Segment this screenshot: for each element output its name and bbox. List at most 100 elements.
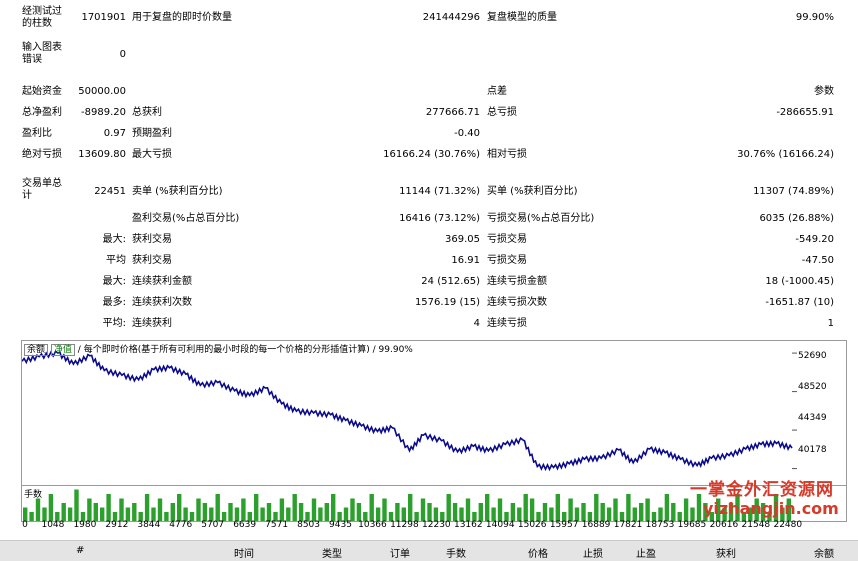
volume-bar <box>741 512 747 521</box>
volume-bar <box>55 512 60 521</box>
balance-chart: 余额 净值 / 每个即时价格(基于所有可利用的最小时段的每一个价格的分形插值计算… <box>21 340 847 486</box>
ticks-label: 用于复盘的即时价数量 <box>132 12 232 23</box>
volume-bar <box>247 512 252 521</box>
volume-bar <box>183 507 188 521</box>
x-tick: 14094 <box>485 520 515 530</box>
volume-bar <box>170 503 175 521</box>
col-type[interactable]: 类型 <box>322 549 342 560</box>
x-tick: 5707 <box>201 520 225 530</box>
volume-bar <box>420 498 426 521</box>
volume-bar <box>581 503 586 521</box>
deposit-value: 50000.00 <box>78 86 126 97</box>
volume-bar <box>80 512 86 521</box>
volume-bar <box>388 512 394 521</box>
volume-bar <box>485 494 490 521</box>
volume-bar <box>112 512 118 521</box>
volume-bar <box>594 494 599 521</box>
volume-bar <box>273 512 278 521</box>
volume-bar <box>671 503 676 521</box>
volume-bar <box>600 503 605 521</box>
max-drawdown-value: 16166.24 (30.76%) <box>383 149 480 160</box>
col-balance[interactable]: 余额 <box>814 549 834 560</box>
largest-loss-value: -549.20 <box>795 234 834 245</box>
balance-chart-svg <box>22 350 797 472</box>
x-tick: 9435 <box>329 520 352 530</box>
volume-bar <box>260 507 265 521</box>
col-profit[interactable]: 获利 <box>716 549 736 560</box>
maximal-cons-loss-label: 连续亏损次数 <box>487 297 547 308</box>
volume-bar <box>427 503 432 521</box>
volume-bar <box>221 512 227 521</box>
avg-cons-wins-label: 连续获利 <box>132 318 172 329</box>
volume-bar <box>93 503 98 521</box>
x-tick: 16889 <box>581 520 611 530</box>
volume-bar <box>440 512 445 521</box>
volume-bar <box>311 498 317 521</box>
col-order[interactable]: 订单 <box>390 549 410 560</box>
volume-bar <box>446 494 451 521</box>
col-lots[interactable]: 手数 <box>446 549 466 560</box>
largest-prefix: 最大: <box>102 234 126 245</box>
loss-trades-value: 6035 (26.88%) <box>759 213 834 224</box>
x-tick: 12230 <box>422 520 451 530</box>
y-tick: 40178 <box>798 445 827 455</box>
volume-bar <box>690 507 695 521</box>
col-number[interactable]: # <box>76 545 85 556</box>
x-tick: 19685 <box>677 520 707 530</box>
avg-prefix: 平均: <box>102 318 126 329</box>
x-tick: 1980 <box>73 520 97 530</box>
volume-bar <box>35 498 41 521</box>
volume-bar <box>510 503 516 521</box>
volume-bar <box>452 503 458 521</box>
deposit-label: 起始资金 <box>22 86 62 97</box>
volume-bar <box>536 512 541 521</box>
volume-bar <box>529 498 535 521</box>
volume-bar <box>683 498 689 521</box>
volume-bar <box>356 503 362 521</box>
volume-bar <box>562 512 567 521</box>
volume-label: 手数 <box>24 490 43 500</box>
volume-bar <box>414 512 419 521</box>
col-tp[interactable]: 止盈 <box>636 549 656 560</box>
profit-factor-label: 盈利比 <box>22 128 52 139</box>
volume-bar <box>773 494 779 521</box>
col-price[interactable]: 价格 <box>528 549 548 560</box>
volume-bar <box>754 498 759 521</box>
volume-bar <box>651 512 657 521</box>
gross-loss-label: 总亏损 <box>487 107 517 118</box>
volume-bar <box>549 507 554 521</box>
volume-bar <box>760 503 766 521</box>
legend-balance: 余额 <box>24 344 49 356</box>
max-cons-losses-value: 18 (-1000.45) <box>765 276 834 287</box>
volume-bar <box>144 494 150 521</box>
volume-bar <box>472 512 477 521</box>
expected-payoff-label: 预期盈利 <box>132 128 172 139</box>
volume-bar <box>202 503 208 521</box>
x-tick: 18753 <box>645 520 675 530</box>
volume-bar <box>677 512 682 521</box>
volume-bar <box>369 494 374 521</box>
largest-loss-label: 亏损交易 <box>487 234 527 245</box>
watermark-url: yizhangjin.com <box>703 499 839 518</box>
volume-bar <box>606 507 612 521</box>
col-time[interactable]: 时间 <box>234 549 254 560</box>
volume-bar <box>703 503 708 521</box>
average-profit-value: 16.91 <box>451 255 480 266</box>
volume-bar <box>106 494 111 521</box>
x-tick: 7571 <box>265 520 289 530</box>
volume-bar <box>74 489 79 521</box>
x-tick: 8503 <box>297 520 320 530</box>
quality-value: 99.90% <box>795 12 834 23</box>
y-tick: 48520 <box>798 382 827 392</box>
volume-bar <box>132 503 137 521</box>
balance-line <box>22 350 793 472</box>
legend-quality: 99.90% <box>378 345 413 355</box>
volume-bar <box>465 498 471 521</box>
volume-bar <box>574 507 580 521</box>
col-sl[interactable]: 止损 <box>583 549 603 560</box>
spread-value: 参数 <box>814 86 834 97</box>
volume-bar <box>767 512 772 521</box>
x-tick: 15026 <box>517 520 547 530</box>
x-tick: 10366 <box>358 520 387 530</box>
long-trades-value: 11307 (74.89%) <box>753 186 834 197</box>
